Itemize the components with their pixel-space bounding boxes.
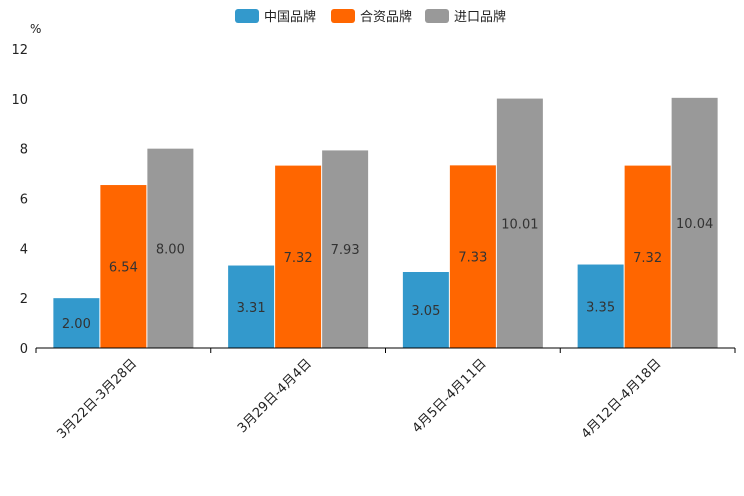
x-tick-label: 3月29日-4月4日: [235, 356, 315, 436]
bar-value-label: 7.32: [284, 251, 313, 266]
bar-value-label: 7.93: [331, 243, 360, 258]
y-tick-label: 12: [11, 43, 28, 58]
legend-swatch: [425, 9, 449, 23]
legend-label: 中国品牌: [264, 9, 316, 25]
bar-3-4: [671, 97, 718, 348]
legend-label: 合资品牌: [360, 9, 412, 25]
bar-3-1: [147, 148, 194, 348]
bar-value-label: 6.54: [109, 261, 138, 276]
bar-1-3: [402, 272, 449, 348]
bar-1-1: [53, 298, 100, 348]
bar-value-label: 10.04: [676, 217, 713, 232]
bar-value-label: 3.31: [237, 301, 266, 316]
y-tick-label: 8: [20, 143, 28, 158]
x-tick-label: 4月12日-4月18日: [579, 356, 665, 442]
x-axis-ticks: 3月22日-3月28日 3月29日-4月4日 4月5日-4月11日 4月12日-4月1…: [35, 348, 736, 442]
bar-value-label: 7.33: [458, 251, 487, 266]
bar-2-4: [624, 165, 671, 348]
x-tick-label: 3月22日-3月28日: [54, 356, 140, 442]
legend-swatch: [235, 9, 259, 23]
bar-value-label: 3.05: [411, 304, 440, 319]
legend-label: 进口品牌: [454, 9, 506, 25]
bar-value-label: 2.00: [62, 317, 91, 332]
bar-3-3: [496, 98, 543, 348]
bar-value-labels: 2.00 6.54 8.00 3.31 7.32 7.93 3.05 7.33 10.01 3.3…: [62, 217, 713, 332]
bar-1-2: [228, 265, 275, 348]
bar-value-label: 3.35: [586, 300, 615, 315]
bar-value-label: 7.32: [633, 251, 662, 266]
y-tick-label: 0: [20, 342, 28, 357]
y-tick-label: 4: [20, 242, 28, 257]
bar-2-3: [449, 165, 496, 348]
x-tick-label: 4月5日-4月11日: [410, 356, 490, 436]
legend-item[interactable]: 中国品牌: [235, 9, 316, 25]
y-tick-label: 6: [20, 193, 28, 208]
bar-2-1: [100, 185, 147, 348]
legend-swatch: [331, 9, 355, 23]
bar-3-2: [322, 150, 369, 348]
legend: 中国品牌 合资品牌 进口品牌: [235, 9, 506, 25]
y-axis-ticks: 0 2 4 6 8 10 12: [11, 43, 28, 357]
legend-item[interactable]: 进口品牌: [425, 9, 506, 25]
y-tick-label: 10: [11, 93, 28, 108]
legend-item[interactable]: 合资品牌: [331, 9, 412, 25]
y-axis-unit-label: %: [30, 22, 41, 36]
y-tick-label: 2: [20, 292, 28, 307]
bars: [53, 97, 718, 348]
bar-value-label: 8.00: [156, 242, 185, 257]
bar-2-2: [275, 165, 322, 348]
bar-1-4: [577, 264, 624, 348]
bar-value-label: 10.01: [501, 217, 538, 232]
